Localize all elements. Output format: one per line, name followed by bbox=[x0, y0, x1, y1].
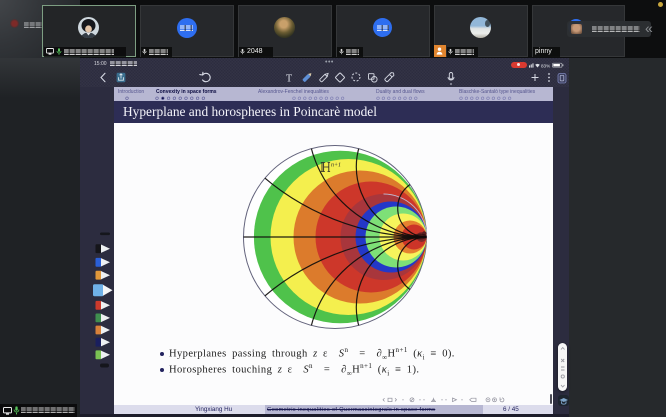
svg-text:n+1: n+1 bbox=[331, 163, 341, 169]
svg-text:83%: 83% bbox=[541, 63, 550, 68]
svg-text:T: T bbox=[286, 74, 292, 85]
